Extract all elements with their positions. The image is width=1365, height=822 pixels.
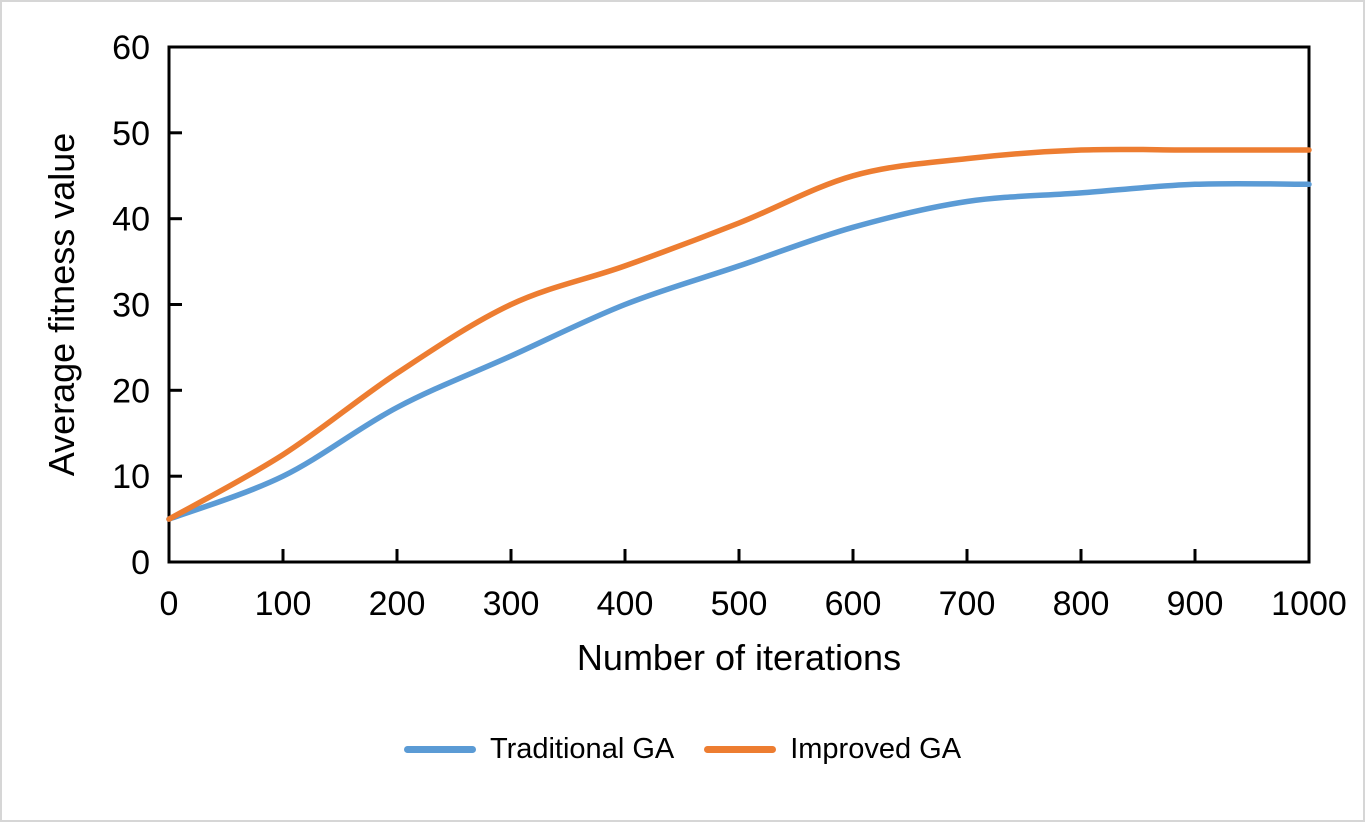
x-axis-title: Number of iterations [577, 637, 901, 678]
legend-label-improved-ga: Improved GA [790, 733, 962, 765]
legend-swatch-improved-ga [704, 746, 777, 753]
x-tick-label: 500 [711, 585, 768, 623]
legend-label-traditional-ga: Traditional GA [489, 733, 675, 765]
legend-swatch-traditional-ga [403, 746, 476, 753]
x-tick-label: 1000 [1271, 585, 1347, 623]
legend-item-improved-ga: Improved GA [704, 735, 961, 764]
x-tick-label: 0 [160, 585, 179, 623]
y-tick-label: 0 [131, 544, 150, 582]
y-tick-label: 20 [112, 372, 150, 410]
x-tick-label: 900 [1167, 585, 1224, 623]
series-line-improved-ga [166, 146, 1312, 522]
x-tick-label: 400 [597, 585, 654, 623]
x-tick-label: 300 [483, 585, 540, 623]
x-tick-label: 700 [939, 585, 996, 623]
y-tick-label: 10 [112, 458, 150, 496]
y-tick-label: 50 [112, 115, 150, 153]
y-tick-label: 40 [112, 201, 150, 239]
x-tick-label: 600 [825, 585, 882, 623]
chart-legend: Traditional GA Improved GA [2, 735, 1363, 764]
legend-item-traditional-ga: Traditional GA [403, 733, 675, 765]
x-tick-label: 100 [255, 585, 312, 623]
plot-border [167, 45, 1311, 564]
y-tick-label: 30 [112, 287, 150, 325]
y-axis-title: Average fitness value [41, 133, 82, 477]
x-tick-label: 200 [369, 585, 426, 623]
x-tick-label: 800 [1053, 585, 1110, 623]
series-line-traditional-ga [166, 180, 1312, 522]
y-tick-label: 60 [112, 29, 150, 67]
